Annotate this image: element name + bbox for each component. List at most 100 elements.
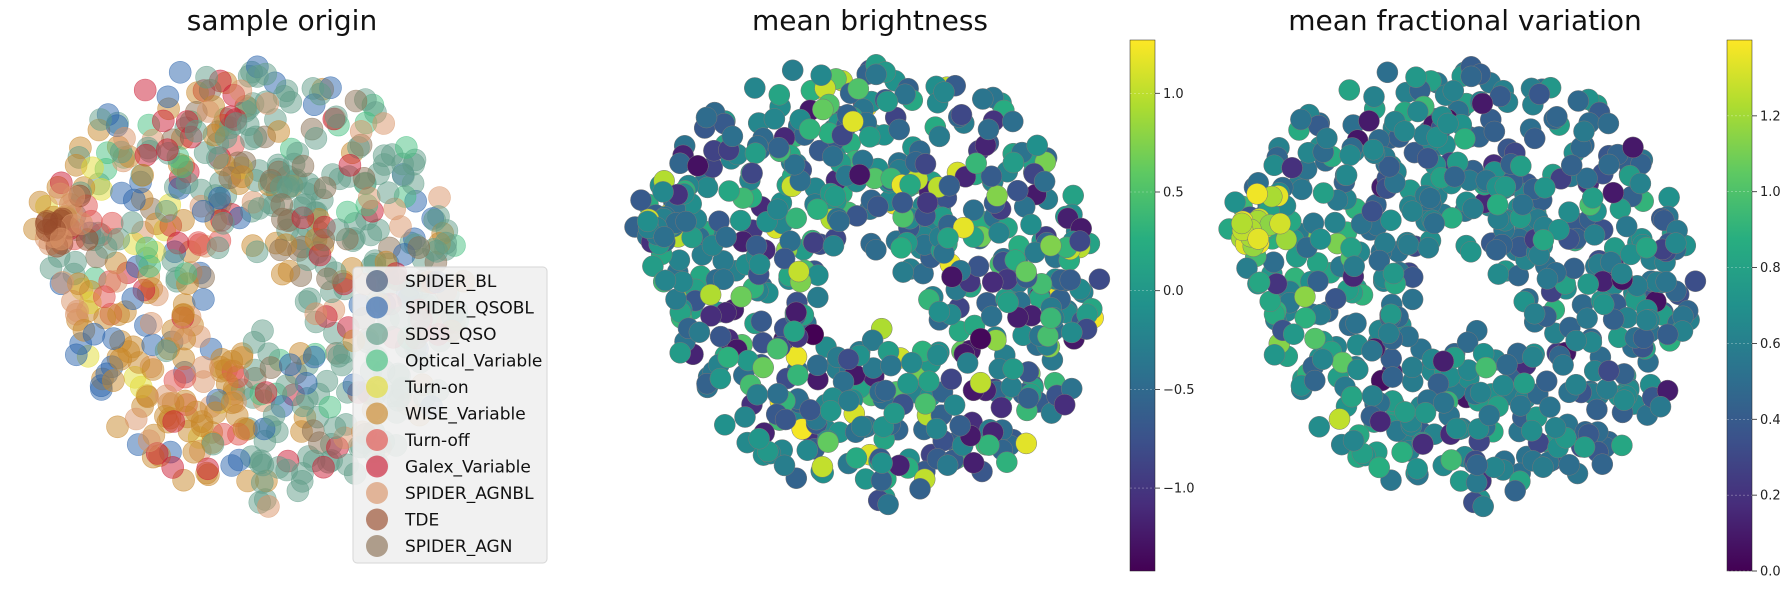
point-brightness — [845, 447, 868, 469]
point-brightness — [990, 396, 1013, 419]
point-wise-variable — [109, 347, 132, 371]
point-fractional-variation — [1552, 354, 1574, 376]
panel-title-mean-fractional-variation: mean fractional variation — [1288, 4, 1642, 37]
point-fractional-variation — [1513, 372, 1535, 395]
point-sdss-qso — [251, 453, 275, 477]
point-fractional-variation — [1510, 155, 1532, 177]
point-fractional-variation — [1328, 408, 1351, 430]
mean-fractional-variation-scatter — [1218, 56, 1707, 518]
point-fractional-variation — [1632, 327, 1655, 349]
point-brightness — [744, 142, 767, 164]
point-spider-agn — [313, 176, 337, 199]
point-spider-agn — [316, 267, 339, 291]
point-brightness — [781, 59, 804, 82]
point-brightness — [675, 210, 697, 233]
point-fractional-variation — [1362, 138, 1385, 161]
point-fractional-variation — [1486, 193, 1509, 216]
point-brightness — [1002, 151, 1025, 174]
colorbar-fractional-variation-tick-label: 0.4 — [1760, 413, 1781, 428]
legend-label-turn-off: Turn-off — [404, 431, 471, 451]
legend-label-galex-variable: Galex_Variable — [405, 458, 531, 478]
point-galex-variable — [161, 456, 184, 479]
point-brightness — [888, 118, 910, 141]
point-brightness — [630, 189, 652, 211]
point-fractional-variation — [1368, 456, 1390, 479]
legend-label-spider-qsobl: SPIDER_QSOBL — [405, 299, 534, 319]
point-fractional-variation — [1528, 83, 1551, 105]
point-brightness — [653, 226, 675, 248]
point-brightness — [850, 415, 873, 438]
point-brightness — [949, 414, 971, 437]
point-spider-agnbl — [48, 182, 72, 206]
point-fractional-variation — [1361, 385, 1384, 407]
legend-marker-galex-variable — [366, 455, 388, 478]
point-brightness — [669, 342, 691, 364]
point-sdss-qso — [372, 153, 396, 176]
point-fractional-variation — [1361, 200, 1383, 223]
point-fractional-variation — [1380, 209, 1402, 232]
point-galex-variable — [133, 78, 157, 102]
point-fractional-variation — [1558, 454, 1580, 476]
point-sdss-qso — [206, 147, 229, 170]
point-fractional-variation — [1445, 417, 1468, 440]
point-brightness — [858, 126, 881, 148]
point-wise-variable — [270, 262, 294, 286]
point-spider-agn — [301, 419, 325, 443]
point-brightness — [748, 253, 771, 276]
point-brightness — [867, 195, 889, 218]
point-fractional-variation — [1325, 287, 1347, 310]
legend-label-spider-agn: SPIDER_AGN — [405, 537, 512, 557]
point-brightness — [871, 452, 893, 474]
point-fractional-variation — [1472, 495, 1494, 518]
point-brightness — [978, 434, 1000, 456]
point-spider-qsobl — [121, 287, 145, 311]
point-fractional-variation — [1401, 356, 1424, 379]
point-sdss-qso — [195, 65, 218, 89]
point-brightness — [997, 291, 1019, 314]
point-brightness — [1061, 321, 1083, 344]
point-sdss-qso — [224, 112, 248, 135]
point-brightness — [767, 383, 789, 405]
point-fractional-variation — [1339, 144, 1361, 166]
point-brightness — [806, 354, 829, 377]
point-spider-qsobl — [110, 181, 133, 205]
point-spider-agnbl — [357, 186, 381, 210]
point-fractional-variation — [1454, 128, 1476, 150]
point-brightness — [876, 90, 899, 113]
legend-label-optical-variable: Optical_Variable — [405, 352, 542, 372]
legend-marker-optical-variable — [366, 349, 388, 372]
point-brightness — [965, 152, 987, 175]
point-brightness — [938, 174, 961, 197]
point-brightness — [1026, 134, 1048, 157]
point-spider-qsobl — [208, 186, 231, 210]
point-spider-qsobl — [192, 288, 215, 311]
colorbar-fractional-variation-tick-label: 1.0 — [1760, 185, 1781, 200]
point-spider-qsobl — [156, 85, 180, 109]
point-brightness — [1062, 184, 1084, 207]
point-fractional-variation — [1338, 79, 1361, 101]
point-fractional-variation — [1224, 191, 1246, 213]
point-wise-variable — [182, 440, 206, 464]
legend-marker-turn-on — [366, 376, 388, 398]
point-brightness — [848, 163, 871, 186]
point-sdss-qso — [184, 119, 208, 143]
point-fractional-variation — [1342, 429, 1365, 452]
point-fractional-variation — [1509, 395, 1532, 417]
point-brightness — [1006, 179, 1029, 202]
point-fractional-variation — [1629, 172, 1652, 195]
colorbar-brightness-tick-label: 0.5 — [1163, 185, 1184, 200]
point-fractional-variation — [1613, 389, 1635, 411]
point-wise-variable — [267, 120, 291, 143]
point-brightness — [891, 191, 914, 214]
point-sdss-qso — [212, 212, 235, 235]
point-sdss-qso — [291, 394, 315, 418]
point-brightness — [962, 199, 985, 221]
point-fractional-variation — [1397, 233, 1420, 256]
point-fractional-variation — [1246, 183, 1268, 205]
point-spider-agn — [312, 228, 336, 252]
point-fractional-variation — [1615, 215, 1638, 238]
point-brightness — [767, 136, 790, 159]
point-spider-agnbl — [49, 227, 73, 251]
legend-label-turn-on: Turn-on — [404, 378, 469, 398]
